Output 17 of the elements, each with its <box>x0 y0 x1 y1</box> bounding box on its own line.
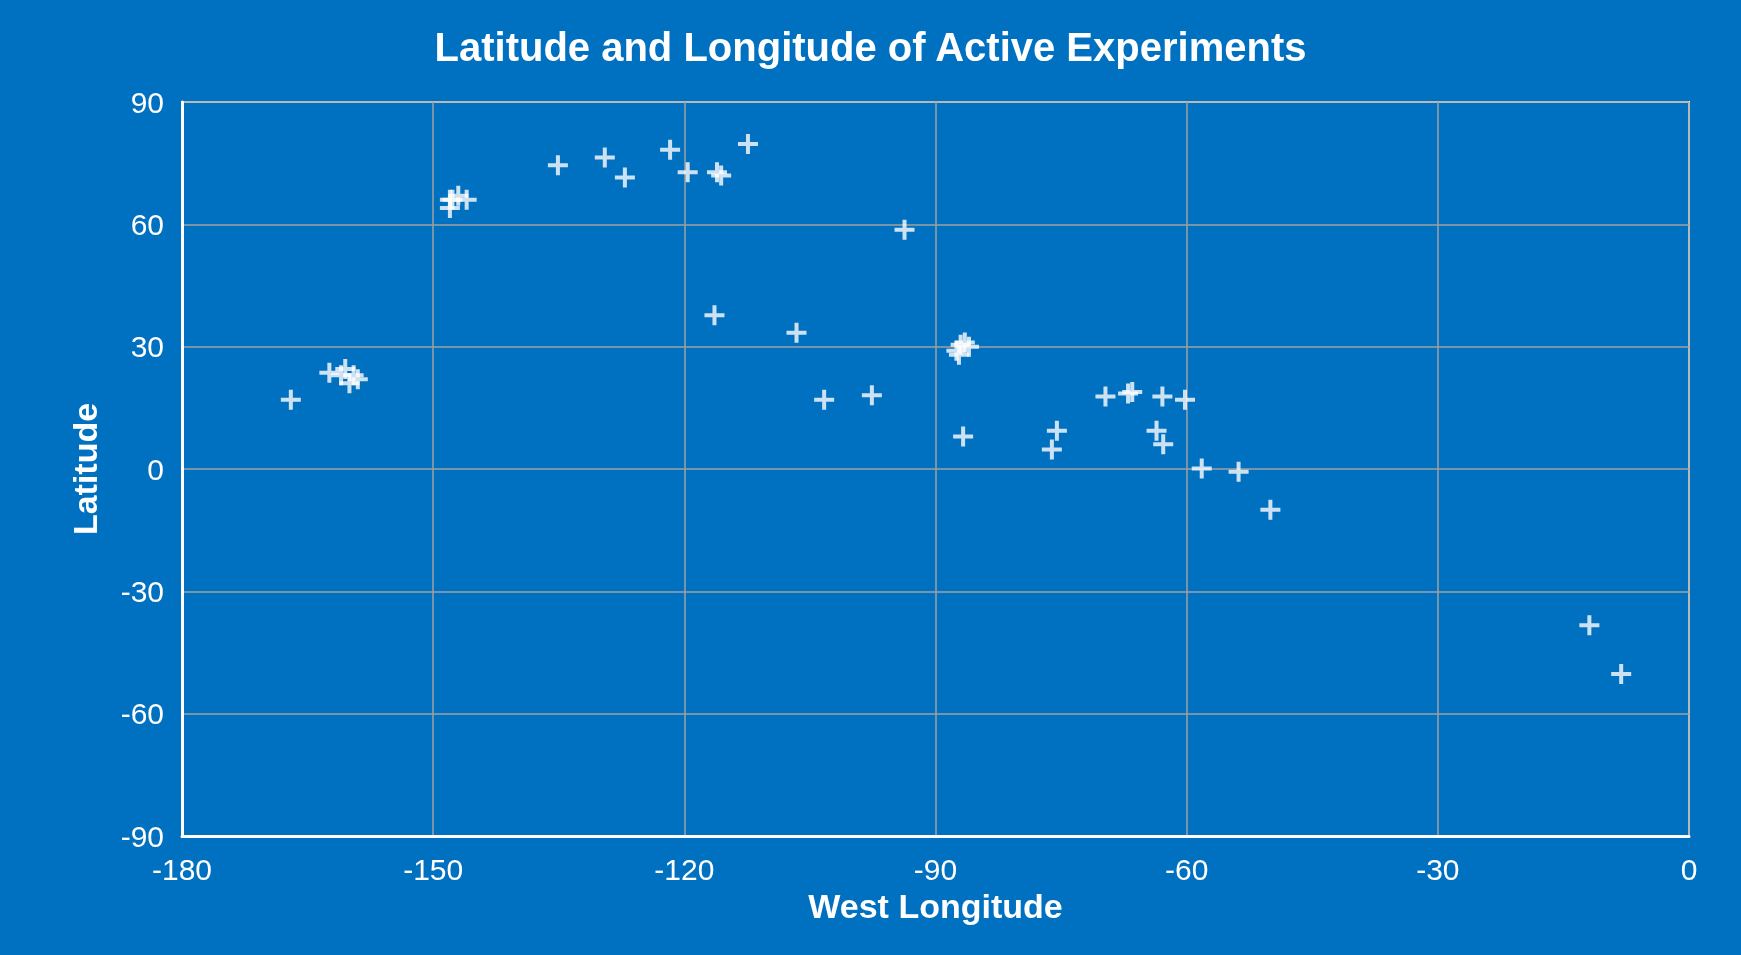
x-tick-label: -30 <box>1416 852 1460 886</box>
y-tick-label: 0 <box>147 452 164 486</box>
x-tick-label: -60 <box>1164 852 1209 886</box>
y-tick-label: -60 <box>120 697 164 731</box>
y-tick-label: 30 <box>130 330 164 364</box>
x-tick-label: -120 <box>654 852 715 886</box>
x-tick-label: -90 <box>913 852 958 886</box>
y-tick-label: -90 <box>120 819 164 853</box>
y-tick-label: 90 <box>130 85 164 119</box>
x-tick-label: -150 <box>403 852 464 886</box>
x-tick-label: 0 <box>1680 852 1698 886</box>
y-tick-label: 60 <box>130 207 164 241</box>
x-tick-label: -180 <box>151 852 213 886</box>
y-axis-title: Latitude <box>66 402 104 536</box>
y-tick-label: -30 <box>120 574 164 608</box>
chart-title: Latitude and Longitude of Active Experiments <box>434 25 1307 69</box>
x-axis-title: West Longitude <box>808 886 1063 925</box>
